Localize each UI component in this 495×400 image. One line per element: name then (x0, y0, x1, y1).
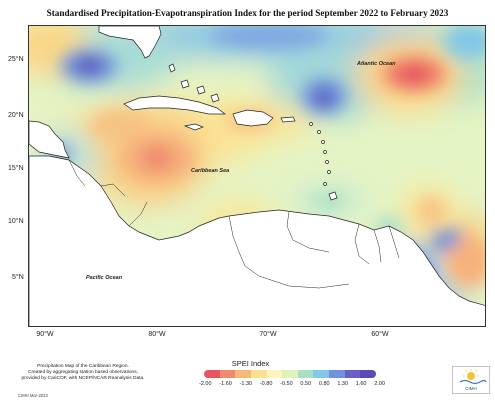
caribbean-sea-label: Caribbean Sea (191, 168, 229, 174)
pacific-ocean-label: Pacific Ocean (86, 275, 123, 281)
lat-tick-15n: 15°N (8, 165, 24, 172)
legend-swatch (204, 370, 220, 378)
legend-swatch (282, 370, 298, 378)
cimh-logo: CIMH (452, 366, 490, 394)
lon-tick-70w: 70°W (259, 331, 277, 338)
map-title: Standardised Precipitation-Evapotranspir… (46, 8, 449, 18)
lon-tick-90w: 90°W (36, 331, 54, 338)
legend-tick-label: -1.30 (239, 381, 253, 387)
lat-tick-25n: 25°N (8, 56, 24, 63)
legend-swatch (344, 370, 361, 378)
legend-swatch (219, 370, 236, 378)
legend-ticks: -2.00 -1.60 -1.30 -0.80 -0.50 0.50 0.80 1.30 1.6… (199, 381, 385, 387)
legend-tick-label: 1.30 (337, 381, 349, 387)
legend-title: SPEI Index (231, 359, 270, 368)
legend-tick-label: 0.80 (318, 381, 330, 387)
map-footnote: Precipitation Map of the Caribbean Regio… (8, 364, 158, 382)
lon-tick-60w: 60°W (371, 331, 389, 338)
country-borders (68, 159, 400, 289)
legend-swatch (329, 370, 345, 378)
lat-tick-5n: 5°N (12, 274, 24, 281)
map-credit: CIMH Mar-2023 (18, 393, 48, 398)
legend-swatch (250, 370, 267, 378)
atlantic-ocean-label: Atlantic Ocean (356, 61, 396, 67)
legend-tick-label: -0.80 (259, 381, 273, 387)
legend-tick-label: 0.50 (300, 381, 312, 387)
lat-tick-10n: 10°N (8, 218, 24, 225)
landmass-outlines (29, 26, 485, 326)
lon-tick-80w: 80°W (148, 331, 166, 338)
legend-colorbar (204, 370, 376, 378)
footnote-text: Precipitation Map of the Caribbean Regio… (21, 364, 145, 381)
legend-swatch (266, 370, 283, 378)
legend-tick-label: 1.60 (355, 381, 367, 387)
legend-tick-label: -0.50 (280, 381, 293, 387)
legend-swatch (297, 370, 314, 378)
legend-swatch (235, 370, 251, 378)
logo-text: CIMH (465, 386, 477, 391)
legend-swatch (360, 370, 376, 378)
legend-tick-label: 2.00 (374, 381, 385, 387)
legend-swatch (313, 370, 330, 378)
legend-tick-label: -2.00 (199, 381, 212, 387)
lat-tick-20n: 20°N (8, 112, 24, 119)
spei-map: Atlantic Ocean Caribbean Sea Pacific Oce… (28, 25, 486, 327)
legend-tick-label: -1.60 (219, 381, 232, 387)
